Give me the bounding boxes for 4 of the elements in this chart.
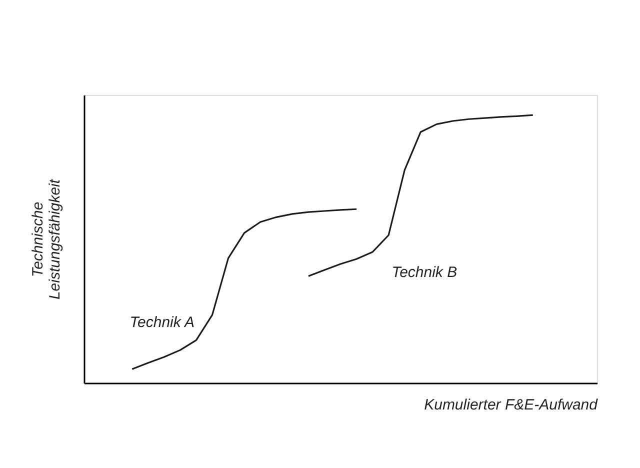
x-axis-title: Kumulierter F&E-Aufwand	[424, 396, 598, 414]
series-label: Technik A	[130, 314, 194, 332]
series-label: Technik B	[392, 264, 458, 282]
y-axis-title: Technische Leistungsfähigkeit	[30, 178, 64, 300]
